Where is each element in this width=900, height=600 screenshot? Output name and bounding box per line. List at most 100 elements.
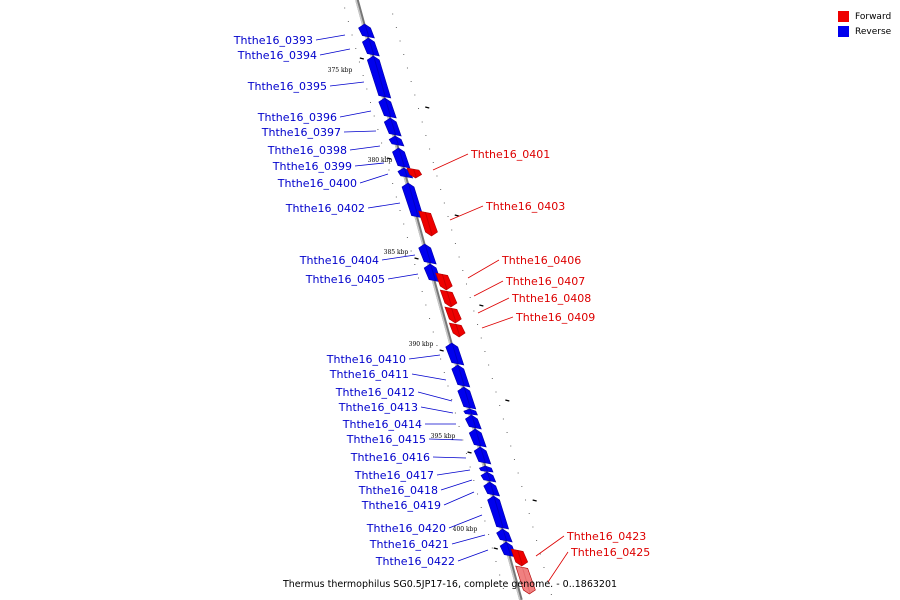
gene-label[interactable]: Ththe16_0400 bbox=[277, 177, 357, 190]
gene-label[interactable]: Ththe16_0406 bbox=[501, 254, 581, 267]
gene-label[interactable]: Ththe16_0405 bbox=[305, 273, 385, 286]
gene-label[interactable]: Ththe16_0402 bbox=[285, 202, 365, 215]
gene-feature-shade bbox=[487, 472, 491, 482]
gene-label[interactable]: Ththe16_0394 bbox=[237, 49, 317, 62]
gene-features[interactable] bbox=[358, 23, 536, 595]
gene-feature-Ththe16_0405[interactable] bbox=[423, 263, 442, 283]
gene-label[interactable]: Ththe16_0403 bbox=[485, 200, 565, 213]
gene-feature-Ththe16_0419[interactable] bbox=[483, 481, 501, 497]
gene-feature-Ththe16_0407[interactable] bbox=[439, 289, 458, 308]
gene-feature-Ththe16_0416[interactable] bbox=[473, 446, 492, 465]
leader-line bbox=[343, 130, 377, 133]
gene-feature-Ththe16_0418[interactable] bbox=[480, 471, 497, 483]
gene-feature-Ththe16_0415[interactable] bbox=[468, 428, 487, 448]
leader-line bbox=[440, 479, 473, 491]
gene-feature-Ththe16_0394[interactable] bbox=[362, 37, 380, 57]
gene-feature-shade bbox=[471, 415, 477, 429]
gene-feature-shade bbox=[364, 24, 370, 38]
gene-label[interactable]: Ththe16_0416 bbox=[350, 451, 430, 464]
gene-feature-Ththe16_0414[interactable] bbox=[465, 414, 482, 430]
gene-label[interactable]: Ththe16_0411 bbox=[329, 368, 409, 381]
gene-feature-Ththe16_0410[interactable] bbox=[445, 342, 465, 366]
gene-label[interactable]: Ththe16_0408 bbox=[511, 292, 591, 305]
gene-feature-Ththe16_0413[interactable] bbox=[463, 408, 478, 416]
gene-feature-Ththe16_0401[interactable] bbox=[406, 167, 423, 179]
leader-line bbox=[432, 456, 467, 459]
gene-label[interactable]: Ththe16_0401 bbox=[470, 148, 550, 161]
leader-line bbox=[420, 406, 454, 414]
gene-feature-Ththe16_0422[interactable] bbox=[499, 541, 517, 558]
backbone-tick-marks bbox=[344, 7, 552, 595]
gene-label[interactable]: Ththe16_0420 bbox=[366, 522, 446, 535]
leader-line bbox=[451, 534, 486, 545]
tick-label: 395 kbp bbox=[431, 433, 456, 440]
tick-label: 385 kbp bbox=[384, 249, 409, 256]
gene-label[interactable]: Ththe16_0397 bbox=[261, 126, 341, 139]
gene-label[interactable]: Ththe16_0415 bbox=[346, 433, 426, 446]
gene-feature-Ththe16_0396[interactable] bbox=[378, 97, 397, 119]
gene-feature-Ththe16_0411[interactable] bbox=[451, 364, 471, 388]
leader-line bbox=[319, 48, 351, 56]
gene-feature-Ththe16_0425[interactable] bbox=[515, 565, 536, 595]
gene-label[interactable]: Ththe16_0399 bbox=[272, 160, 352, 173]
gene-label[interactable]: Ththe16_0409 bbox=[515, 311, 595, 324]
gene-feature-Ththe16_0412[interactable] bbox=[457, 386, 477, 410]
gene-feature-shade bbox=[451, 343, 459, 365]
gene-label[interactable]: Ththe16_0425 bbox=[570, 546, 650, 559]
tick-label: 380 kbp bbox=[368, 157, 393, 164]
leader-line bbox=[457, 549, 489, 562]
gene-feature-Ththe16_0409[interactable] bbox=[448, 322, 466, 338]
gene-feature-Ththe16_0421[interactable] bbox=[496, 528, 513, 543]
gene-feature-Ththe16_0402[interactable] bbox=[401, 182, 425, 219]
gene-feature-Ththe16_0420[interactable] bbox=[487, 495, 510, 530]
gene-feature-shade bbox=[489, 482, 495, 496]
leader-line bbox=[417, 391, 453, 402]
gene-feature-Ththe16_0398[interactable] bbox=[388, 135, 405, 147]
gene-label[interactable]: Ththe16_0398 bbox=[267, 144, 347, 157]
label-leader-lines bbox=[315, 34, 569, 583]
gene-label[interactable]: Ththe16_0412 bbox=[335, 386, 415, 399]
gene-feature-Ththe16_0406[interactable] bbox=[435, 272, 453, 291]
gene-label[interactable]: Ththe16_0419 bbox=[361, 499, 441, 512]
gene-label[interactable]: Ththe16_0413 bbox=[338, 401, 418, 414]
gene-label[interactable]: Ththe16_0407 bbox=[505, 275, 585, 288]
leader-line bbox=[339, 110, 372, 118]
gene-feature-Ththe16_0408[interactable] bbox=[444, 306, 462, 324]
gene-label[interactable]: Ththe16_0421 bbox=[369, 538, 449, 551]
genome-caption: Thermus thermophilus SG0.5JP17-16, compl… bbox=[282, 579, 618, 590]
gene-feature-Ththe16_0397[interactable] bbox=[383, 117, 402, 137]
gene-feature-Ththe16_0395[interactable] bbox=[366, 55, 392, 99]
gene-label[interactable]: Ththe16_0417 bbox=[354, 469, 434, 482]
gene-label[interactable]: Ththe16_0404 bbox=[299, 254, 379, 267]
gene-label[interactable]: Ththe16_0414 bbox=[342, 418, 422, 431]
legend-reverse-label: Reverse bbox=[855, 26, 892, 37]
gene-feature-shade bbox=[455, 323, 461, 337]
gene-label[interactable]: Ththe16_0395 bbox=[247, 80, 327, 93]
gene-feature-Ththe16_0404[interactable] bbox=[418, 243, 437, 265]
gene-label[interactable]: Ththe16_0423 bbox=[566, 530, 646, 543]
gene-label[interactable]: Ththe16_0422 bbox=[375, 555, 455, 568]
gene-label[interactable]: Ththe16_0393 bbox=[233, 34, 313, 47]
leader-line bbox=[535, 535, 565, 557]
gene-label[interactable]: Ththe16_0396 bbox=[257, 111, 337, 124]
gene-feature-shade bbox=[395, 136, 399, 146]
gene-label[interactable]: Ththe16_0410 bbox=[326, 353, 406, 366]
legend-forward: Forward bbox=[838, 9, 891, 24]
gene-feature-shade bbox=[480, 447, 486, 464]
leader-line bbox=[477, 297, 510, 314]
gene-feature-Ththe16_0417[interactable] bbox=[478, 465, 494, 473]
leader-line bbox=[411, 373, 447, 381]
legend: Forward Reverse bbox=[838, 9, 891, 39]
gene-feature-Ththe16_0399[interactable] bbox=[392, 147, 411, 169]
leader-line bbox=[467, 259, 500, 279]
gene-feature-Ththe16_0423[interactable] bbox=[510, 548, 529, 567]
legend-forward-label: Forward bbox=[855, 11, 892, 22]
gene-label[interactable]: Ththe16_0418 bbox=[358, 484, 438, 497]
legend-reverse: Reverse bbox=[838, 24, 891, 39]
gene-feature-shade bbox=[502, 529, 508, 542]
leader-line bbox=[387, 273, 419, 280]
gene-feature-Ththe16_0403[interactable] bbox=[418, 210, 438, 237]
gene-feature-shade bbox=[506, 542, 512, 557]
gene-feature-Ththe16_0393[interactable] bbox=[358, 23, 375, 39]
gene-labels: Ththe16_0393 Ththe16_0394 Ththe16_0395 Thth… bbox=[233, 34, 650, 568]
